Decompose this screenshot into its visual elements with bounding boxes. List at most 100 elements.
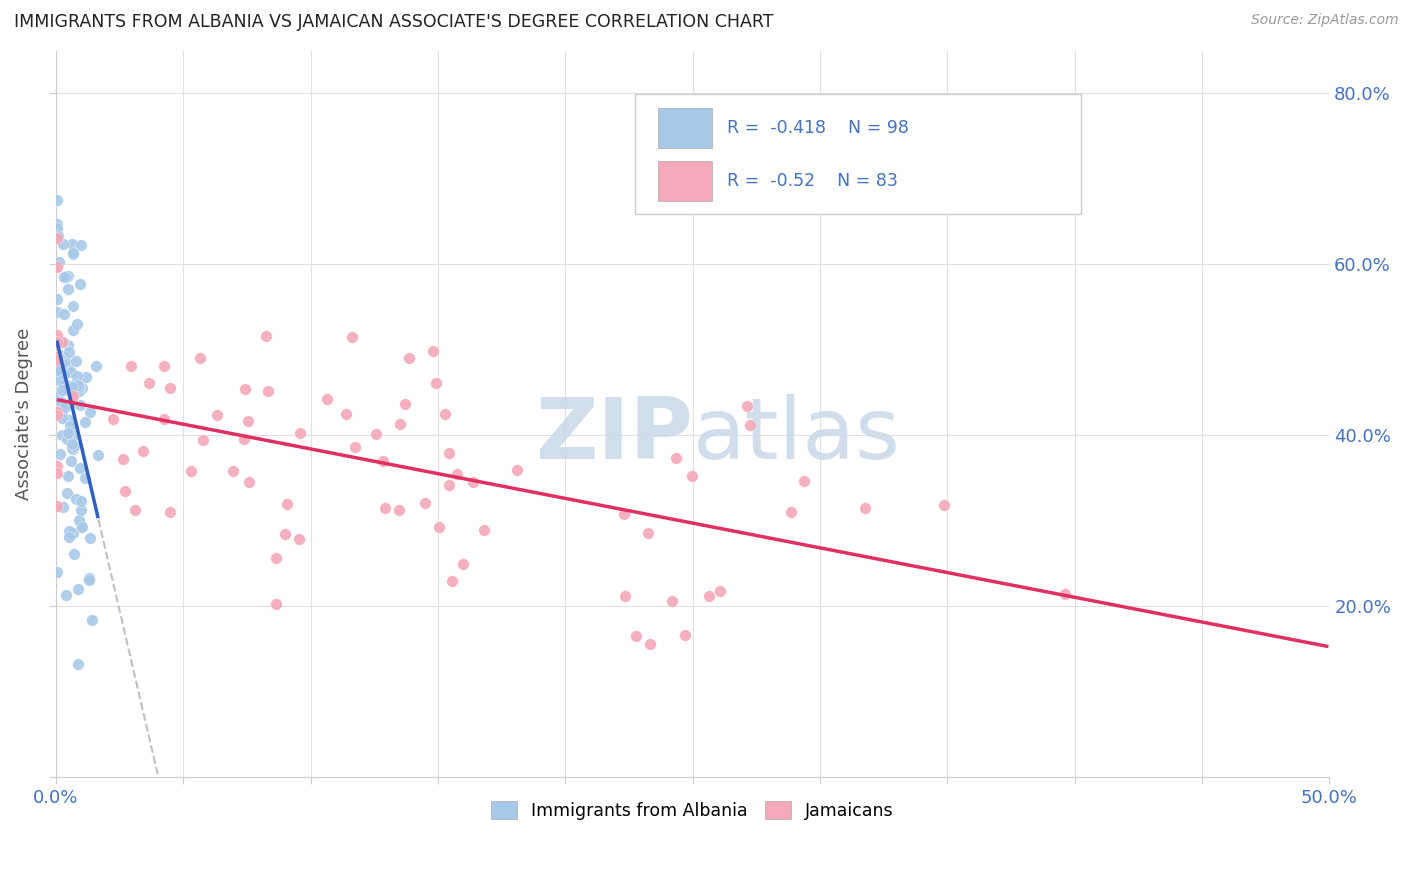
Point <box>60 365 83 379</box>
Point <box>46 334 69 349</box>
Point <box>63 547 86 561</box>
Point <box>46 194 69 208</box>
Point <box>120 359 142 373</box>
Point <box>87 448 110 462</box>
Point <box>67 379 90 393</box>
Point <box>316 392 339 407</box>
Point <box>58 413 80 427</box>
Point <box>55 588 77 602</box>
Point <box>58 530 80 544</box>
Point <box>46 390 69 404</box>
Point <box>58 344 80 359</box>
Point <box>75 415 97 429</box>
Point <box>69 460 91 475</box>
Point <box>191 433 214 447</box>
Point <box>46 565 69 579</box>
Point <box>153 359 176 373</box>
Point <box>235 382 257 396</box>
Point <box>264 597 287 611</box>
Point <box>46 220 69 235</box>
Point <box>62 237 84 252</box>
Point <box>56 281 79 295</box>
Point <box>56 485 79 500</box>
Point <box>65 491 87 506</box>
Point <box>439 477 461 491</box>
Point <box>138 376 160 390</box>
Point <box>425 376 447 391</box>
Point <box>60 442 83 456</box>
Point <box>82 614 104 628</box>
Point <box>60 393 83 408</box>
Point <box>59 425 82 439</box>
Point <box>51 411 73 425</box>
Point <box>79 531 101 545</box>
Point <box>51 408 73 422</box>
Point <box>63 439 86 453</box>
Point <box>159 381 181 395</box>
Point <box>439 445 461 459</box>
Point <box>59 418 82 433</box>
Point <box>53 307 76 321</box>
Point <box>62 389 84 403</box>
Point <box>73 471 96 485</box>
Point <box>58 524 80 538</box>
Point <box>180 464 202 478</box>
Point <box>53 401 76 415</box>
Point <box>665 450 688 465</box>
Point <box>66 368 89 383</box>
Point <box>62 442 84 456</box>
Point <box>70 520 93 534</box>
Text: atlas: atlas <box>693 394 901 477</box>
Text: Source: ZipAtlas.com: Source: ZipAtlas.com <box>1251 13 1399 28</box>
Point <box>53 354 76 368</box>
Point <box>55 432 77 446</box>
Point <box>58 268 80 283</box>
Point <box>46 363 69 377</box>
Point <box>70 238 93 252</box>
Point <box>51 427 73 442</box>
Point <box>46 231 69 245</box>
Point <box>374 500 396 515</box>
Point <box>389 417 412 432</box>
Point <box>398 351 420 365</box>
Point <box>84 359 107 373</box>
Point <box>70 381 93 395</box>
Point <box>60 454 83 468</box>
Point <box>46 408 69 422</box>
Bar <box>658 161 711 201</box>
Point <box>49 348 72 362</box>
Point <box>51 334 73 349</box>
Point <box>56 338 79 352</box>
Point <box>46 328 69 343</box>
FancyBboxPatch shape <box>636 95 1081 214</box>
Point <box>48 373 70 387</box>
Point <box>159 505 181 519</box>
Point <box>62 322 84 336</box>
Text: ZIP: ZIP <box>534 394 693 477</box>
Point <box>236 414 259 428</box>
Point <box>79 405 101 419</box>
Point <box>46 260 69 274</box>
Point <box>56 426 79 441</box>
Point <box>675 628 697 642</box>
Point <box>256 384 278 398</box>
Point <box>66 317 89 331</box>
Point <box>153 412 176 426</box>
Point <box>132 444 155 458</box>
Point <box>276 497 298 511</box>
Point <box>661 593 683 607</box>
Point <box>111 452 134 467</box>
Point <box>288 426 311 441</box>
Point <box>124 502 146 516</box>
Point <box>274 527 297 541</box>
Point <box>46 467 69 481</box>
Point <box>46 362 69 376</box>
Point <box>335 407 357 421</box>
Point <box>264 550 287 565</box>
Point <box>46 350 69 364</box>
Point <box>59 397 82 411</box>
Point <box>63 376 86 391</box>
Point <box>49 365 72 379</box>
Point <box>103 412 125 426</box>
Point <box>67 582 90 596</box>
